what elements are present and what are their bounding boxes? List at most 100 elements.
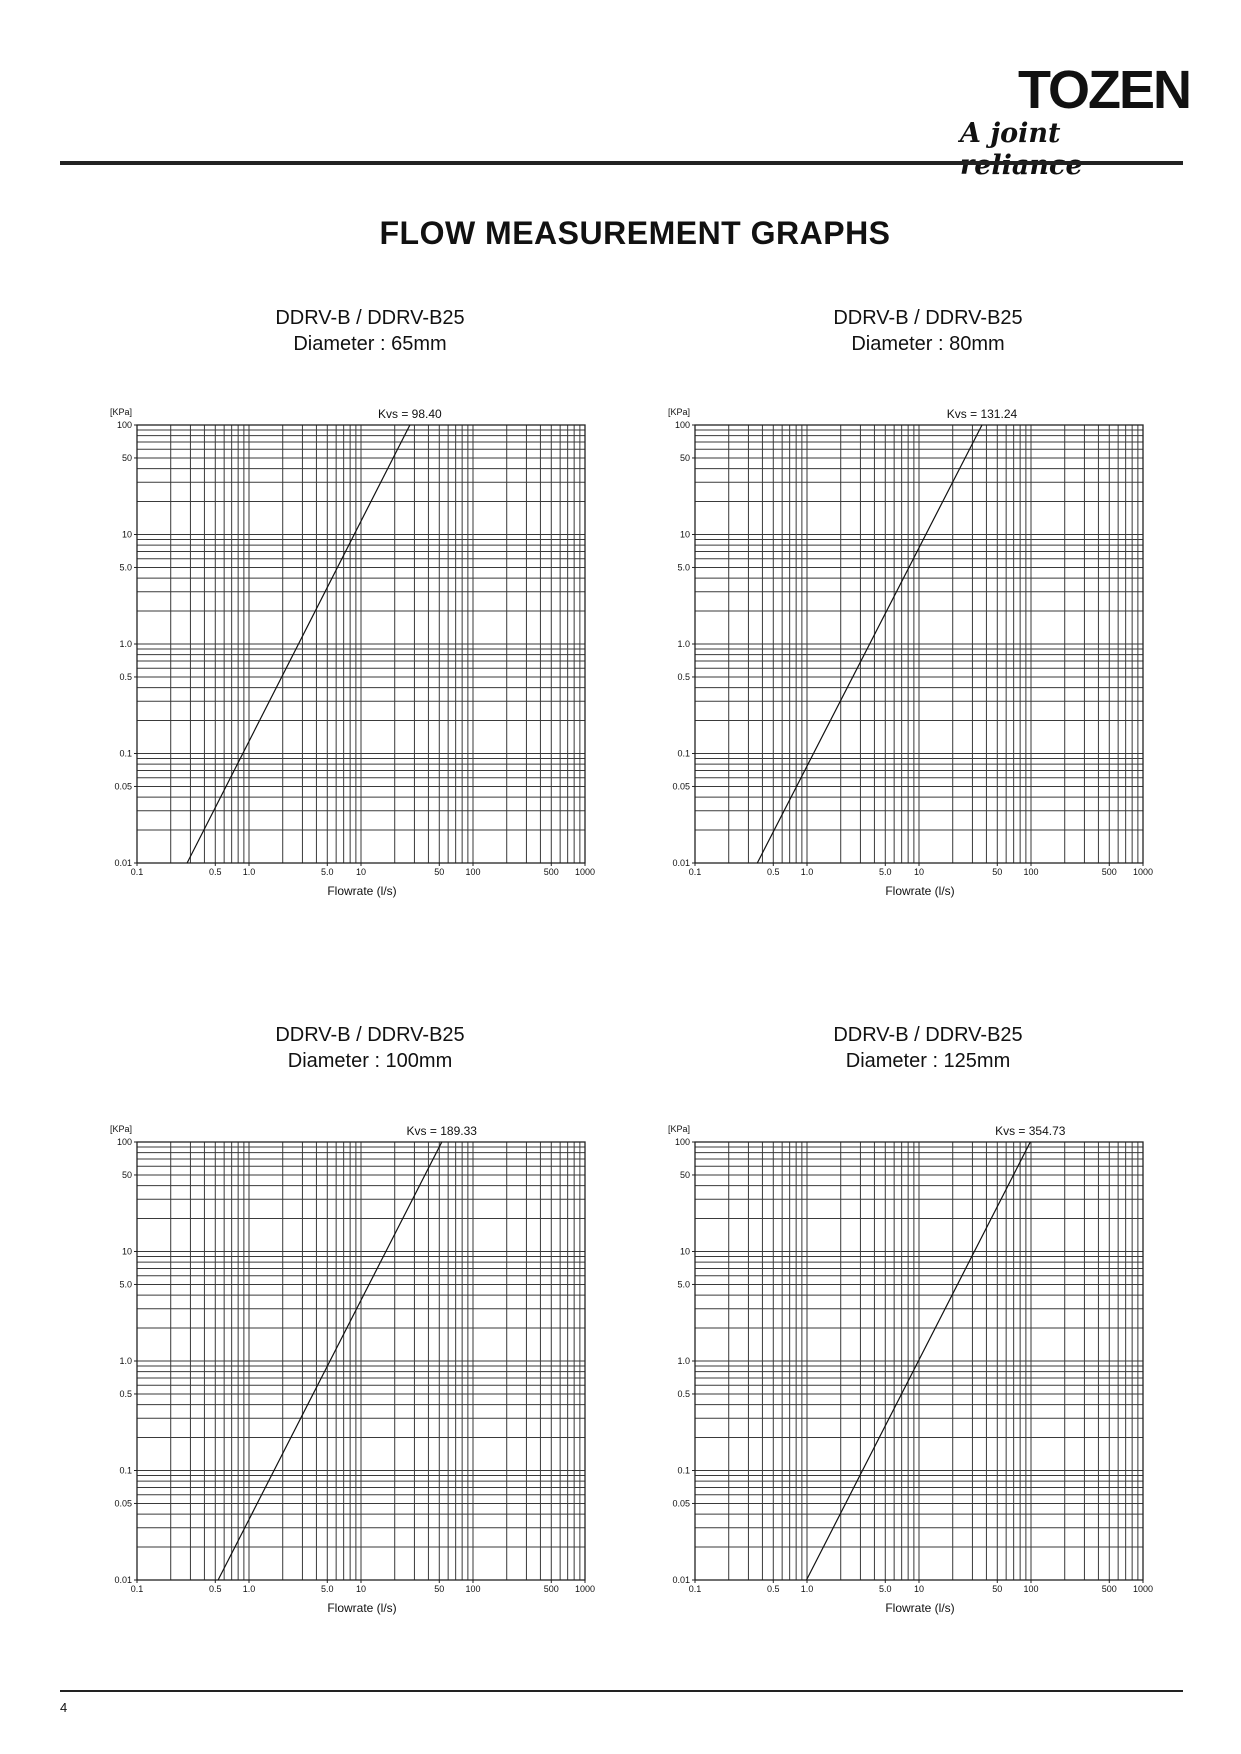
y-axis-label: [KPa] (668, 1124, 690, 1134)
chart-svg: 0.1 0.5 1.0 5.0 10 50 100 500 1000 0.01 0.05 0.1 0.5… (110, 1124, 595, 1615)
flow-line (217, 1141, 443, 1581)
y-tick-label: 100 (117, 420, 132, 430)
y-tick-label: 100 (675, 1137, 690, 1147)
x-tick-label: 0.1 (131, 1584, 144, 1594)
x-tick-label: 1.0 (801, 867, 814, 877)
chart-heading: DDRV-B / DDRV-B25 Diameter : 80mm (648, 305, 1208, 357)
x-axis-label: Flowrate (l/s) (885, 884, 954, 898)
kvs-label: Kvs = 131.24 (947, 407, 1018, 421)
x-tick-label: 5.0 (321, 867, 334, 877)
y-tick-label: 50 (122, 453, 132, 463)
flow-line (756, 424, 983, 864)
grid-lines (694, 425, 1143, 864)
kvs-label: Kvs = 98.40 (378, 407, 442, 421)
x-tick-label: 10 (356, 1584, 366, 1594)
y-tick-label: 50 (122, 1170, 132, 1180)
chart-heading: DDRV-B / DDRV-B25 Diameter : 65mm (90, 305, 650, 357)
chart-diameter-label: Diameter : 80mm (851, 333, 1005, 355)
y-tick-label: 0.5 (677, 1389, 690, 1399)
y-tick-label: 0.05 (114, 1498, 132, 1508)
chart-diameter-label: Diameter : 125mm (845, 1050, 1011, 1072)
x-tick-label: 5.0 (879, 1584, 892, 1594)
kvs-label: Kvs = 354.73 (995, 1124, 1066, 1138)
y-tick-label: 0.5 (677, 672, 690, 682)
chart-model-label: DDRV-B / DDRV-B25 (833, 307, 1023, 329)
y-axis-label: [KPa] (110, 407, 132, 417)
x-tick-label: 1000 (1133, 1584, 1153, 1594)
logo-tagline: A joint reliance (960, 118, 1083, 181)
x-tick-label: 0.5 (209, 1584, 222, 1594)
chart-model-label: DDRV-B / DDRV-B25 (275, 1024, 465, 1046)
x-tick-label: 0.1 (131, 867, 144, 877)
x-tick-label: 100 (465, 867, 480, 877)
page-number: 4 (60, 1700, 68, 1715)
y-tick-label: 0.01 (672, 858, 690, 868)
y-tick-label: 5.0 (119, 562, 132, 572)
y-tick-label: 0.01 (672, 1575, 690, 1585)
x-tick-label: 1000 (575, 1584, 595, 1594)
x-tick-label: 50 (434, 867, 444, 877)
y-tick-label: 5.0 (119, 1279, 132, 1289)
y-tick-label: 50 (680, 453, 690, 463)
y-tick-label: 10 (680, 1247, 690, 1257)
y-tick-label: 0.05 (672, 781, 690, 791)
y-tick-label: 0.1 (119, 749, 132, 759)
y-axis-label: [KPa] (110, 1124, 132, 1134)
chart-diameter-80: DDRV-B / DDRV-B25 Diameter : 80mm 0.1 0.5… (648, 305, 1208, 925)
y-tick-label: 0.1 (119, 1466, 132, 1476)
x-tick-label: 50 (992, 867, 1002, 877)
x-tick-label: 100 (1023, 1584, 1038, 1594)
x-tick-label: 0.1 (689, 867, 702, 877)
x-tick-label: 1000 (1133, 867, 1153, 877)
x-tick-label: 0.5 (767, 1584, 780, 1594)
y-tick-label: 1.0 (119, 1356, 132, 1366)
x-tick-label: 0.5 (209, 867, 222, 877)
x-tick-label: 50 (992, 1584, 1002, 1594)
page-title: FLOW MEASUREMENT GRAPHS (379, 215, 891, 251)
footer-divider (60, 1690, 1183, 1692)
x-tick-label: 10 (914, 1584, 924, 1594)
x-tick-label: 50 (434, 1584, 444, 1594)
x-tick-label: 1000 (575, 867, 595, 877)
y-tick-label: 0.1 (677, 1466, 690, 1476)
y-tick-label: 0.05 (672, 1498, 690, 1508)
y-tick-label: 100 (117, 1137, 132, 1147)
x-axis-label: Flowrate (l/s) (885, 1601, 954, 1615)
tozen-logo: TOZEN A joint reliance (960, 60, 1192, 181)
y-tick-label: 1.0 (119, 639, 132, 649)
chart-svg: 0.1 0.5 1.0 5.0 10 50 100 500 1000 0.01 0.05 0.1 0.5… (110, 407, 595, 898)
chart-heading: DDRV-B / DDRV-B25 Diameter : 100mm (90, 1022, 650, 1074)
chart-diameter-label: Diameter : 65mm (293, 333, 447, 355)
x-tick-label: 5.0 (879, 867, 892, 877)
chart-model-label: DDRV-B / DDRV-B25 (833, 1024, 1023, 1046)
chart-diameter-125: DDRV-B / DDRV-B25 Diameter : 125mm 0.1 0.… (648, 1022, 1208, 1642)
x-tick-label: 500 (1102, 867, 1117, 877)
grid-lines (136, 1142, 585, 1581)
chart-diameter-label: Diameter : 100mm (287, 1050, 453, 1072)
y-axis-label: [KPa] (668, 407, 690, 417)
y-tick-label: 100 (675, 420, 690, 430)
y-tick-label: 10 (122, 530, 132, 540)
grid-lines (136, 425, 585, 864)
x-tick-label: 500 (544, 1584, 559, 1594)
chart-diameter-65: DDRV-B / DDRV-B25 Diameter : 65mm 0.1 0.5… (90, 305, 650, 925)
x-tick-label: 500 (1102, 1584, 1117, 1594)
x-tick-label: 10 (356, 867, 366, 877)
y-tick-label: 1.0 (677, 1356, 690, 1366)
x-tick-label: 1.0 (801, 1584, 814, 1594)
x-tick-label: 5.0 (321, 1584, 334, 1594)
chart-svg: 0.1 0.5 1.0 5.0 10 50 100 500 1000 0.01 0.05 0.1 0.5… (668, 407, 1153, 898)
x-axis-label: Flowrate (l/s) (327, 884, 396, 898)
x-tick-label: 1.0 (243, 867, 256, 877)
x-tick-label: 500 (544, 867, 559, 877)
y-tick-label: 0.5 (119, 672, 132, 682)
y-tick-label: 0.01 (114, 1575, 132, 1585)
x-axis-label: Flowrate (l/s) (327, 1601, 396, 1615)
x-tick-label: 100 (1023, 867, 1038, 877)
y-tick-label: 0.1 (677, 749, 690, 759)
x-tick-label: 0.1 (689, 1584, 702, 1594)
x-tick-label: 0.5 (767, 867, 780, 877)
x-tick-label: 1.0 (243, 1584, 256, 1594)
y-tick-label: 50 (680, 1170, 690, 1180)
kvs-label: Kvs = 189.33 (407, 1124, 478, 1138)
